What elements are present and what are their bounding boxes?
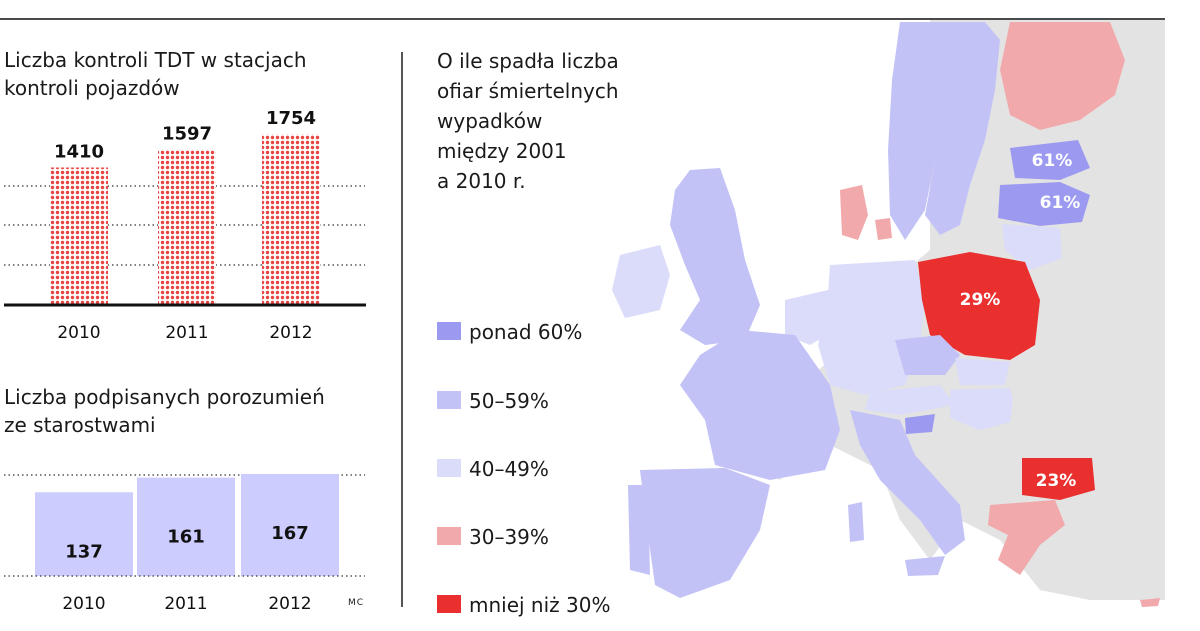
map-spain — [640, 468, 770, 598]
chart1-title-line2: kontroli pojazdów — [4, 76, 180, 100]
map-title-line1: O ile spadła liczba — [437, 49, 619, 73]
map-romania — [1010, 378, 1100, 460]
chart2-bar — [35, 492, 133, 576]
legend-swatch — [437, 595, 461, 613]
legend-swatch — [437, 527, 461, 545]
map-hungary — [950, 388, 1018, 430]
chart1-data-label: 1754 — [266, 108, 316, 129]
chart2-tick-label: 2010 — [62, 594, 105, 614]
chart2-data-label: 167 — [271, 523, 309, 544]
chart1-tick-label: 2011 — [165, 323, 208, 343]
chart2-data-label: 161 — [167, 527, 205, 548]
chart2-tick-label: 2012 — [268, 594, 311, 614]
map-sicily — [905, 556, 945, 576]
legend-item: ponad 60% — [437, 318, 657, 348]
chart1-data-label: 1597 — [162, 123, 212, 144]
map-austria — [865, 385, 955, 415]
map-title-line3: wypadków — [437, 109, 543, 133]
map-sweden — [925, 22, 1000, 235]
chart1-bar — [158, 149, 216, 305]
map-norway — [888, 22, 985, 240]
map-sardinia — [848, 502, 864, 542]
map-cyprus — [1140, 598, 1160, 607]
map-benelux — [785, 290, 835, 345]
map-bulgaria — [1022, 458, 1095, 500]
legend-swatch — [437, 322, 461, 340]
map-land-background — [760, 20, 1165, 600]
map-estonia — [1010, 140, 1090, 180]
map-denmark-island — [875, 218, 892, 240]
map-germany — [818, 260, 925, 395]
legend-label: ponad 60% — [469, 320, 583, 344]
map-title-line2: ofiar śmiertelnych — [437, 79, 619, 103]
top-rule — [0, 18, 1165, 20]
map-title: O ile spadła liczba ofiar śmiertelnych w… — [437, 46, 619, 196]
map-value-label: 61% — [1040, 193, 1081, 213]
legend-label: 40–49% — [469, 457, 549, 481]
chart2-data-label: 137 — [65, 541, 103, 562]
legend-swatch — [437, 459, 461, 477]
chart1-plot: 1410 2010 1597 2011 1754 2012 — [4, 108, 366, 343]
map-value-label: 23% — [1036, 471, 1077, 491]
chart1-title: Liczba kontroli TDT w stacjach kontroli … — [4, 46, 307, 102]
map-slovakia — [955, 358, 1010, 385]
legend-item: mniej niż 30% — [437, 591, 657, 621]
map-czech — [895, 335, 960, 375]
map-ireland — [612, 245, 670, 318]
legend-swatch — [437, 391, 461, 409]
panel-divider — [401, 52, 403, 607]
map-uk — [670, 168, 760, 345]
chart1-title-line1: Liczba kontroli TDT w stacjach — [4, 48, 307, 72]
legend-label: 50–59% — [469, 389, 549, 413]
map-poland — [918, 252, 1040, 360]
map-value-labels: 61% 61% 29% 23% — [960, 151, 1081, 491]
chart1-bar — [50, 167, 108, 305]
legend-item: 40–49% — [437, 455, 657, 485]
map-latvia — [998, 182, 1090, 226]
chart1-bar — [262, 133, 320, 305]
legend-item: 30–39% — [437, 523, 657, 553]
chart2-title: Liczba podpisanych porozumień ze starost… — [4, 383, 325, 439]
map-slovenia — [905, 414, 935, 434]
map-title-line4: między 2001 — [437, 139, 567, 163]
map-italy — [850, 410, 965, 555]
chart2-title-line2: ze starostwami — [4, 413, 156, 437]
chart1-data-label: 1410 — [54, 142, 104, 163]
chart2-plot: 137 2010 161 2011 167 2012 — [4, 473, 365, 614]
map-value-label: 29% — [960, 290, 1001, 310]
map-finland — [1000, 22, 1125, 130]
map-denmark — [840, 185, 868, 240]
map-greece — [988, 500, 1065, 575]
legend-label: 30–39% — [469, 525, 549, 549]
legend-label: mniej niż 30% — [469, 593, 611, 617]
chart2-tick-label: 2011 — [164, 594, 207, 614]
chart2-bar — [137, 477, 235, 576]
chart1-tick-label: 2012 — [269, 323, 312, 343]
credit: MC — [348, 598, 365, 608]
chart2-title-line1: Liczba podpisanych porozumień — [4, 385, 325, 409]
map-france — [680, 330, 840, 480]
legend-item: 50–59% — [437, 387, 657, 417]
map-value-label: 61% — [1032, 151, 1073, 171]
chart2-bar — [241, 473, 339, 576]
map-title-line5: a 2010 r. — [437, 169, 526, 193]
chart1-tick-label: 2010 — [57, 323, 100, 343]
map-lithuania — [1002, 224, 1062, 270]
